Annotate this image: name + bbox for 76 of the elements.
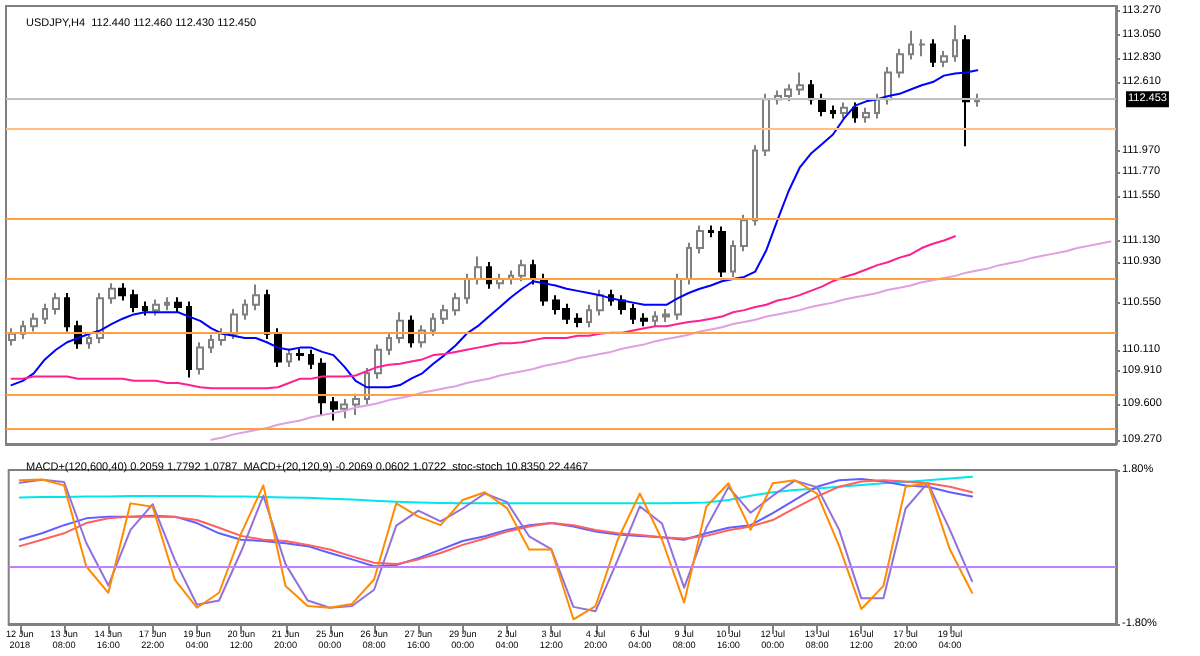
candlestick [730, 239, 736, 278]
candlestick [286, 347, 292, 368]
candlestick [762, 92, 770, 157]
line-series [10, 69, 979, 389]
line-series [18, 475, 974, 505]
candlestick [708, 224, 714, 239]
candlestick [64, 292, 70, 333]
candlestick [696, 224, 704, 255]
candlestick [874, 92, 880, 120]
candlestick [908, 29, 914, 61]
candlestick [930, 38, 936, 69]
candlestick [674, 272, 682, 321]
candlestick [574, 312, 582, 329]
candlestick [130, 288, 138, 314]
candlestick [374, 343, 382, 380]
candlestick [318, 357, 326, 417]
candlestick [640, 312, 648, 328]
candlestick [118, 282, 126, 302]
candlestick [918, 38, 926, 58]
candlestick [452, 292, 460, 317]
candlestick [142, 300, 148, 317]
candlestick [52, 292, 60, 316]
candlestick [152, 298, 160, 317]
candlestick [340, 398, 348, 420]
candlestick [396, 311, 404, 345]
candlestick [164, 296, 170, 312]
candlestick [196, 341, 204, 376]
candlestick [830, 104, 836, 120]
candlestick [440, 303, 448, 326]
candlestick [252, 283, 260, 312]
candlestick [952, 24, 958, 63]
candlestick [242, 298, 248, 321]
candlestick [818, 92, 826, 118]
candlestick [962, 33, 970, 148]
candlestick [518, 258, 526, 283]
candlestick [464, 272, 470, 305]
candlestick [630, 302, 636, 326]
candlestick [30, 312, 38, 333]
candlestick [862, 106, 870, 124]
candlestick [108, 282, 116, 305]
candlestick [296, 347, 304, 362]
candlestick [586, 303, 592, 329]
candlestick [530, 258, 536, 286]
candlestick [96, 292, 104, 345]
candlestick [430, 312, 436, 337]
candlestick [86, 331, 92, 350]
candlestick [840, 101, 848, 120]
candlestick [718, 225, 726, 278]
candlestick [662, 308, 670, 323]
candlestick [174, 296, 182, 314]
line-series [210, 240, 1112, 441]
candlestick [752, 144, 758, 227]
candlestick [974, 92, 980, 108]
candlestick [352, 392, 360, 417]
candlestick [386, 331, 392, 357]
candlestick [308, 348, 314, 371]
candlestick [796, 71, 804, 96]
candlestick [330, 395, 338, 422]
candlestick [896, 47, 904, 79]
candlestick [652, 310, 658, 328]
candlestick [208, 333, 214, 354]
candlestick [474, 255, 482, 286]
candlestick [218, 327, 226, 347]
candlestick [940, 49, 948, 69]
candlestick [274, 327, 282, 368]
candlestick [486, 260, 492, 290]
candlestick [42, 302, 48, 326]
candlestick [808, 78, 814, 106]
candlestick [186, 300, 192, 379]
candlestick [686, 241, 692, 286]
candlestick [740, 213, 748, 253]
candlestick [852, 101, 858, 124]
candlestick [264, 288, 270, 341]
line-series [10, 235, 957, 390]
candlestick [596, 288, 604, 317]
candlestick [230, 308, 238, 341]
